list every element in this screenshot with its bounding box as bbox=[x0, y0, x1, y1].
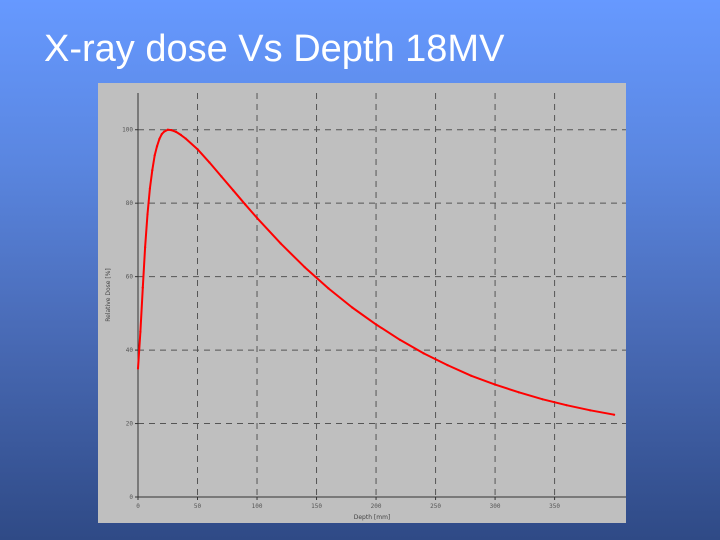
series bbox=[136, 128, 616, 416]
slide-title: X-ray dose Vs Depth 18MV bbox=[44, 28, 505, 70]
dose-data-point bbox=[493, 383, 497, 386]
dose-data-point bbox=[179, 133, 182, 136]
y-tick-label: 100 bbox=[122, 127, 133, 134]
x-tick-label: 300 bbox=[490, 503, 501, 510]
dose-curve-line bbox=[137, 128, 615, 416]
dose-depth-chart: 0 50 100 150 200 250 300 350 0 20 40 60 80 100 Depth … bbox=[98, 83, 626, 523]
dose-data-point bbox=[255, 216, 259, 219]
axes bbox=[137, 93, 626, 498]
y-tick-label: 0 bbox=[129, 494, 133, 501]
y-tick-label: 40 bbox=[126, 347, 134, 354]
dose-data-point bbox=[446, 364, 449, 367]
dose-data-point bbox=[146, 213, 149, 216]
dose-data-point bbox=[327, 287, 330, 290]
dose-data-point bbox=[148, 187, 152, 190]
x-tick-label: 150 bbox=[311, 503, 322, 510]
dose-data-point bbox=[155, 145, 159, 148]
dose-data-point bbox=[174, 130, 178, 134]
dose-data-point bbox=[422, 352, 425, 355]
dose-data-point bbox=[166, 128, 169, 131]
dose-data-point bbox=[374, 323, 378, 326]
x-tick-label: 350 bbox=[549, 503, 560, 510]
dose-data-point bbox=[139, 330, 142, 333]
dose-data-point bbox=[232, 189, 235, 192]
y-axis-title: Relative Dose [%] bbox=[105, 268, 112, 322]
dose-data-point bbox=[517, 391, 520, 394]
dose-data-point bbox=[160, 133, 163, 136]
dose-data-point bbox=[141, 286, 144, 289]
tick-labels: 0 50 100 150 200 250 300 350 0 20 40 60 80 100 bbox=[122, 127, 560, 510]
y-tick-label: 20 bbox=[126, 421, 134, 428]
dose-data-point bbox=[163, 130, 166, 133]
dose-data-point bbox=[151, 169, 154, 172]
x-axis-title: Depth [mm] bbox=[354, 514, 391, 521]
x-tick-label: 50 bbox=[194, 503, 202, 510]
dose-data-point bbox=[170, 128, 173, 132]
dose-data-point bbox=[612, 413, 616, 416]
dose-data-point bbox=[244, 203, 247, 206]
dose-data-point bbox=[398, 338, 401, 341]
x-tick-label: 100 bbox=[252, 503, 263, 510]
y-tick-label: 60 bbox=[126, 274, 134, 281]
dose-data-point bbox=[589, 409, 592, 412]
x-tick-label: 200 bbox=[371, 503, 382, 510]
dose-data-point bbox=[470, 374, 473, 377]
dose-data-point bbox=[208, 161, 211, 164]
dose-data-point bbox=[303, 265, 306, 269]
dose-data-point bbox=[136, 367, 140, 370]
dose-data-point bbox=[565, 404, 568, 407]
dose-data-point bbox=[158, 137, 161, 141]
dose-data-point bbox=[184, 137, 187, 140]
dose-data-point bbox=[144, 246, 147, 249]
dose-data-point bbox=[196, 148, 199, 151]
chart-svg: 0 50 100 150 200 250 300 350 0 20 40 60 80 100 Depth … bbox=[105, 93, 626, 521]
x-tick-label: 0 bbox=[136, 503, 140, 510]
grid bbox=[135, 93, 626, 500]
x-tick-label: 250 bbox=[430, 503, 441, 510]
dose-data-point bbox=[351, 306, 354, 309]
dose-data-point bbox=[279, 242, 282, 245]
y-tick-label: 80 bbox=[126, 200, 134, 207]
dose-data-point bbox=[220, 175, 223, 178]
dose-data-point bbox=[153, 154, 156, 157]
dose-data-point bbox=[541, 398, 544, 401]
